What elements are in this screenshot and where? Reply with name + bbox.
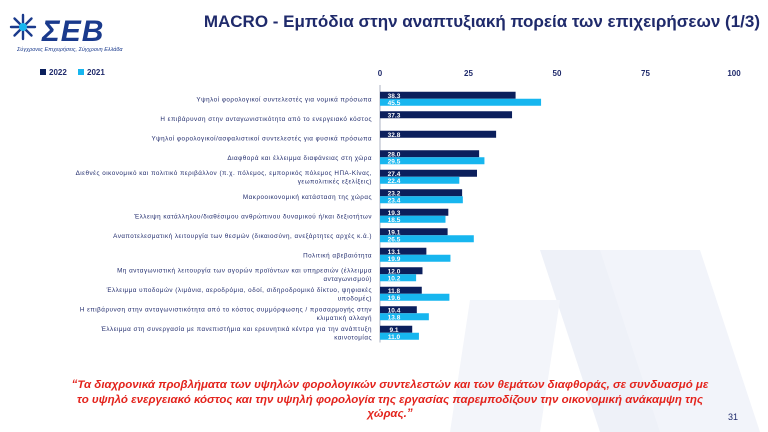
data-label-2022: 13.1 — [388, 249, 401, 256]
bar-2022 — [380, 267, 423, 275]
category-label: κλιματική αλλαγή — [317, 315, 372, 322]
bar-2021 — [380, 215, 446, 223]
quote-text: “Τα διαχρονικά προβλήματα των υψηλών φορ… — [40, 378, 740, 422]
bar-2022 — [380, 208, 449, 216]
data-label-2021: 23.4 — [388, 197, 401, 204]
page-title: MACRO - Εμπόδια στην αναπτυξιακή πορεία … — [203, 12, 760, 31]
category-label: καινοτομίας — [334, 334, 372, 342]
bar-2021 — [380, 254, 451, 262]
bar-2022 — [380, 150, 480, 158]
data-label-2021: 26.5 — [388, 236, 401, 243]
legend-swatch-2022 — [40, 69, 46, 75]
data-label-2022: 23.2 — [388, 190, 401, 197]
data-label-2021: 18.5 — [388, 217, 401, 224]
category-label: Έλλειμμα στη συνεργασία με πανεπιστήμια … — [100, 325, 372, 333]
bar-2021 — [380, 157, 485, 165]
x-tick-label: 25 — [464, 69, 473, 78]
bar-2021 — [380, 98, 542, 106]
category-label: Έλλειψη κατάλληλου/διαθέσιμου ανθρώπινου… — [133, 212, 372, 220]
x-tick-label: 75 — [641, 69, 650, 78]
bar-2022 — [380, 247, 427, 255]
logo-tagline: Σύγχρονες Επιχειρήσεις, Σύγχρονη Ελλάδα — [17, 47, 123, 53]
category-label: Υψηλοί φορολογικοί/ασφαλιστικοί συντελεσ… — [151, 134, 372, 142]
bar-2022 — [380, 189, 463, 197]
bar-2022 — [380, 111, 513, 119]
bar-chart: 2022 2021 0 25 50 75 100 Υψηλοί φορολογικοί συν… — [40, 68, 741, 343]
data-label-2022: 27.4 — [388, 171, 401, 178]
data-label-2021: 19.6 — [388, 295, 401, 302]
bar-2022 — [380, 325, 413, 333]
category-label: γεωπολιτικές εξελίξεις) — [298, 178, 372, 186]
data-label-2022: 11.8 — [388, 288, 401, 295]
category-label: Διεθνές οικονομικό και πολιτικό περιβάλλ… — [76, 169, 372, 177]
category-label: υποδομές) — [338, 295, 372, 303]
category-label: Διαφθορά και έλλειμμα διαφάνειας στη χώρ… — [227, 154, 372, 162]
bar-2022 — [380, 228, 448, 236]
data-label-2021: 45.5 — [388, 100, 401, 107]
category-label: Η επιβάρυνση στην ανταγωνιστικότητα από … — [80, 306, 372, 314]
data-label-2022: 28.0 — [388, 151, 401, 158]
legend-swatch-2021 — [78, 69, 84, 75]
data-label-2022: 38.3 — [388, 93, 401, 100]
bar-2021 — [380, 176, 460, 184]
data-label-2022: 12.0 — [388, 268, 401, 275]
category-label: Μη ανταγωνιστική λειτουργία των αγορών π… — [117, 267, 372, 275]
category-label: Αναποτελεσματική λειτουργία των θεσμών (… — [113, 232, 372, 240]
bar-2021 — [380, 332, 419, 340]
seb-logo: ΣΕΒ Σύγχρονες Επιχειρήσεις, Σύγχρονη Ελλ… — [8, 6, 148, 53]
star-icon — [9, 13, 37, 41]
data-label-2021: 13.8 — [388, 314, 401, 321]
bar-2021 — [380, 196, 463, 204]
bar-2021 — [380, 293, 450, 301]
category-label: Υψηλοί φορολογικοί συντελεστές για νομικ… — [196, 95, 372, 103]
logo-text: ΣΕΒ — [42, 15, 105, 48]
page-number: 31 — [728, 412, 739, 422]
data-label-2021: 29.5 — [388, 158, 401, 165]
category-label: Έλλειμμα υποδομών (λιμάνια, αεροδρόμια, … — [106, 286, 372, 294]
bar-2021 — [380, 313, 429, 321]
category-label: Η επιβάρυνση στην ανταγωνιστικότητα από … — [160, 115, 372, 123]
data-label-2022: 37.3 — [388, 112, 401, 119]
category-label: Μακροοικονομική κατάσταση της χώρας — [243, 193, 372, 201]
category-label: Πολιτική αβεβαιότητα — [303, 251, 372, 259]
bar-2022 — [380, 130, 497, 138]
bar-2022 — [380, 169, 477, 177]
bar-2022 — [380, 286, 422, 294]
data-label-2022: 32.8 — [388, 132, 401, 139]
data-label-2022: 9.1 — [389, 327, 398, 334]
data-label-2021: 19.9 — [388, 256, 401, 263]
x-tick-label: 100 — [727, 69, 741, 78]
quote-line-2: το υψηλό ενεργειακό κόστος και την υψηλή… — [77, 393, 703, 406]
data-label-2021: 11.0 — [388, 334, 401, 341]
quote-line-3: χώρας.” — [367, 408, 413, 420]
quote-line-1: “Τα διαχρονικά προβλήματα των υψηλών φορ… — [71, 379, 709, 391]
data-label-2021: 22.4 — [388, 178, 401, 185]
category-label: ανταγωνισμού) — [324, 275, 373, 283]
bar-2022 — [380, 306, 417, 314]
bar-2021 — [380, 235, 474, 243]
legend-label-2021: 2021 — [87, 68, 105, 77]
data-label-2022: 19.3 — [388, 210, 401, 217]
bar-2022 — [380, 91, 516, 99]
x-tick-label: 50 — [553, 69, 562, 78]
x-tick-label: 0 — [378, 69, 383, 78]
legend-label-2022: 2022 — [49, 68, 67, 77]
bar-2021 — [380, 274, 417, 282]
data-label-2022: 19.1 — [388, 229, 401, 236]
data-label-2021: 10.2 — [388, 275, 401, 282]
data-label-2022: 10.4 — [388, 307, 401, 314]
